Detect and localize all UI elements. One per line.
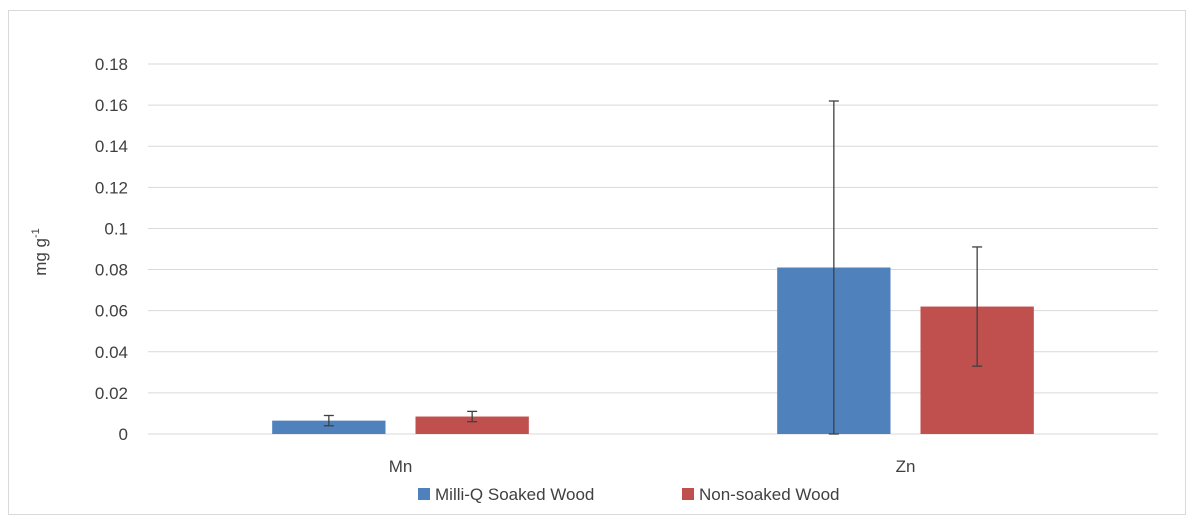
error-bars [323, 100, 983, 435]
y-axis-title: mg g-1 [30, 228, 50, 276]
y-tick-label: 0.12 [95, 178, 128, 197]
y-tick-label: 0.02 [95, 384, 128, 403]
y-tick-label: 0.1 [104, 219, 128, 238]
legend-item-series-1: Milli-Q Soaked Wood [418, 485, 594, 504]
legend-swatch [682, 488, 694, 500]
y-tick-label: 0 [119, 425, 128, 444]
legend-item-series-2: Non-soaked Wood [682, 485, 840, 504]
y-tick-label: 0.06 [95, 302, 128, 321]
bar-mn-series-2 [415, 416, 529, 434]
error-bar-mn-series-1 [323, 414, 334, 427]
error-bar-mn-series-2 [467, 410, 478, 423]
y-tick-label: 0.08 [95, 261, 128, 280]
legend-swatch [418, 488, 430, 500]
error-bar-zn-series-1 [828, 100, 839, 435]
x-tick-label: Mn [389, 457, 413, 476]
error-bar-zn-series-2 [972, 246, 983, 367]
x-tick-labels: Mn Zn [389, 457, 916, 476]
y-tick-labels: 0 0.02 0.04 0.06 0.08 0.1 0.12 0.14 0.16 0.18 [95, 55, 128, 444]
legend-label: Milli-Q Soaked Wood [435, 485, 594, 504]
bar-mn-series-1 [272, 420, 386, 434]
y-tick-label: 0.14 [95, 137, 128, 156]
legend: Milli-Q Soaked Wood Non-soaked Wood [418, 485, 840, 504]
y-tick-label: 0.04 [95, 343, 128, 362]
bars [272, 267, 1034, 434]
y-tick-label: 0.18 [95, 55, 128, 74]
y-tick-label: 0.16 [95, 96, 128, 115]
y-axis-title-superscript: -1 [30, 228, 42, 238]
x-tick-label: Zn [896, 457, 916, 476]
y-axis-title-text: mg g [31, 238, 50, 276]
legend-label: Non-soaked Wood [699, 485, 840, 504]
